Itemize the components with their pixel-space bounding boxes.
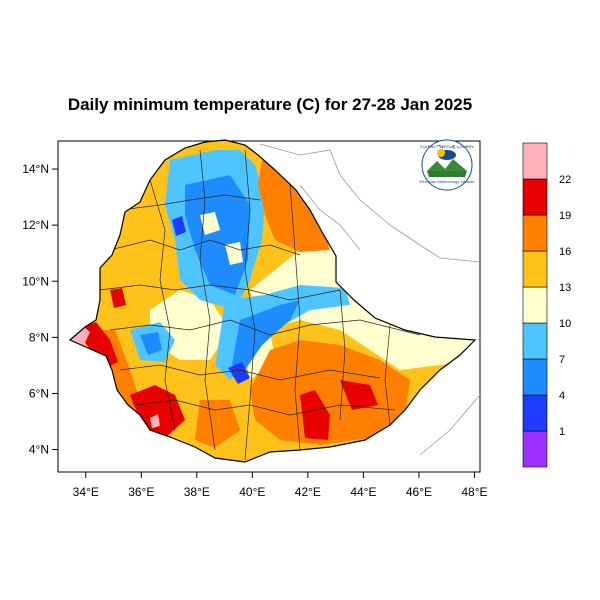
admin-boundaries <box>99 149 421 461</box>
colorbar-label: 19 <box>559 210 571 222</box>
colorbar-label: 13 <box>559 282 571 294</box>
y-axis: 4°N 6°N 8°N 10°N 12°N 14°N <box>22 162 58 457</box>
y-tick-label: 6°N <box>29 386 49 400</box>
y-tick-label: 10°N <box>22 274 49 288</box>
logo-arc-text: የኢትዮጵያ ሜቲዮሮሎጂ ኢንስቲትዩት <box>420 144 474 149</box>
x-tick-label: 46°E <box>406 485 432 499</box>
colorbar-label: 22 <box>559 174 571 186</box>
x-axis: 34°E 36°E 38°E 40°E 42°E 44°E 46°E 48°E <box>73 472 488 499</box>
logo-caption: Ethiopian Meteorology Institute <box>420 179 476 184</box>
colorbar-bin <box>522 358 548 396</box>
y-tick-label: 4°N <box>29 443 49 457</box>
colorbar-bin <box>522 394 548 432</box>
colorbar-label: 16 <box>559 246 571 258</box>
colorbar-bin <box>522 214 548 252</box>
x-tick-label: 36°E <box>128 485 154 499</box>
map-title: Daily minimum temperature (C) for 27-28 … <box>67 95 473 114</box>
y-tick-label: 14°N <box>22 162 49 176</box>
x-tick-label: 48°E <box>461 485 487 499</box>
x-tick-label: 42°E <box>295 485 321 499</box>
x-tick-label: 40°E <box>239 485 265 499</box>
colorbar-bin <box>522 142 548 180</box>
y-tick-label: 12°N <box>22 218 49 232</box>
colorbar-bin <box>522 286 548 324</box>
institute-logo: የኢትዮጵያ ሜቲዮሮሎጂ ኢንስቲትዩት Ethiopian Meteorol… <box>420 139 476 191</box>
colorbar-label: 1 <box>559 426 565 438</box>
neighbor-borders <box>259 143 481 456</box>
colorbar-bin <box>522 322 548 360</box>
colorbar-bin <box>522 178 548 216</box>
colorbar: 1 4 7 10 13 16 19 22 <box>522 142 571 468</box>
x-tick-label: 38°E <box>184 485 210 499</box>
colorbar-label: 4 <box>559 390 565 402</box>
x-tick-label: 34°E <box>73 485 99 499</box>
colorbar-bin <box>522 430 548 468</box>
colorbar-bin <box>522 250 548 288</box>
x-tick-label: 44°E <box>350 485 376 499</box>
colorbar-label: 7 <box>559 354 565 366</box>
colorbar-label: 10 <box>559 318 571 330</box>
y-tick-label: 8°N <box>29 330 49 344</box>
